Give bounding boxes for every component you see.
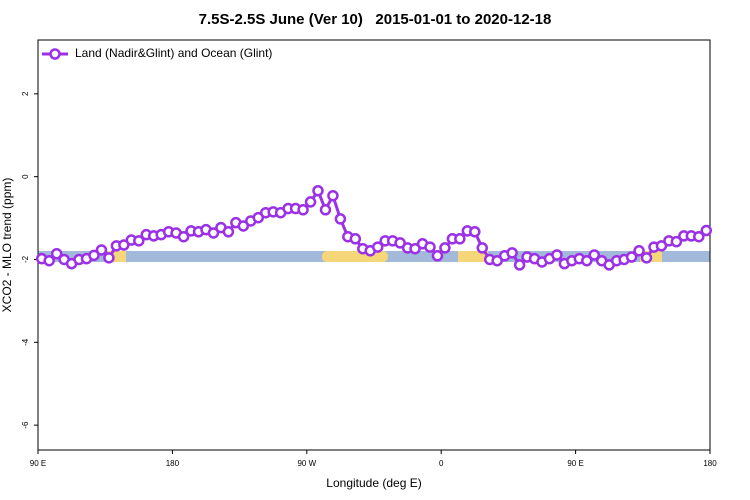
x-tick-label: 0: [439, 459, 444, 468]
point: [409, 242, 421, 255]
point: [491, 254, 503, 267]
point: [431, 250, 444, 262]
point: [633, 245, 645, 257]
x-tick-label: 90 W: [297, 459, 316, 468]
point: [670, 235, 683, 248]
point: [133, 235, 145, 247]
point: [349, 233, 362, 245]
point: [207, 227, 220, 239]
point: [655, 240, 668, 252]
point: [319, 204, 332, 216]
land-band: [108, 251, 126, 262]
point: [222, 225, 235, 238]
legend: Land (Nadir&Glint) and Ocean (Glint): [42, 46, 272, 60]
plot-frame: [37, 39, 711, 451]
legend-marker: [49, 48, 61, 60]
point: [506, 247, 518, 259]
point: [439, 242, 451, 254]
y-tick-label: -2: [21, 255, 30, 263]
point: [371, 241, 384, 253]
y-axis-label: XCO2 - MLO trend (ppm): [0, 178, 14, 313]
point: [581, 254, 593, 267]
point: [177, 230, 190, 243]
legend-label: Land (Nadir&Glint) and Ocean (Glint): [75, 46, 272, 60]
y-tick-label: 0: [21, 174, 30, 179]
point: [513, 259, 526, 271]
point: [327, 189, 339, 202]
point: [454, 233, 466, 245]
land-band: [458, 251, 488, 262]
point: [312, 184, 324, 197]
point: [43, 254, 55, 267]
point: [640, 252, 653, 264]
point: [424, 241, 436, 253]
x-tick-label: 90 E: [30, 459, 46, 468]
point: [50, 247, 63, 260]
point: [88, 249, 100, 262]
point: [551, 249, 563, 261]
point: [297, 204, 309, 216]
chart-title: 7.5S-2.5S June (Ver 10) 2015-01-01 to 20…: [199, 11, 552, 28]
point: [394, 237, 406, 249]
point: [118, 239, 130, 251]
point: [693, 230, 705, 243]
y-tick-label: -6: [21, 421, 30, 429]
point: [588, 249, 601, 261]
point: [625, 251, 638, 263]
point: [95, 244, 108, 256]
point: [334, 213, 347, 225]
y-tick-label: -4: [21, 338, 30, 346]
point: [476, 242, 489, 254]
point: [103, 252, 115, 264]
x-tick-label: 180: [703, 459, 717, 468]
point: [237, 220, 250, 232]
x-axis-label: Longitude (deg E): [326, 476, 421, 490]
x-tick-label: 90 E: [567, 459, 583, 468]
x-tick-label: 180: [166, 459, 180, 468]
point: [700, 224, 713, 237]
y-tick-label: 2: [21, 91, 30, 96]
point: [469, 225, 481, 238]
point: [252, 211, 265, 224]
point: [304, 196, 317, 208]
